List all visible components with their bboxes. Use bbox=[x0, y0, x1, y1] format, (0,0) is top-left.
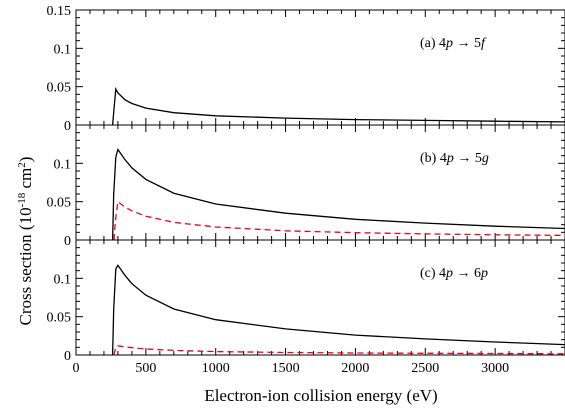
y-tick-label: 0.1 bbox=[54, 42, 72, 57]
y-tick-label: 0.1 bbox=[54, 272, 72, 287]
y-axis-title-unit-exponent: 2 bbox=[16, 162, 28, 168]
panel-label-part: (b) 4 bbox=[420, 151, 447, 166]
chart-panel: 0 0.05 0.1 (b) 4p → 5g bbox=[47, 124, 565, 249]
series-line-solid bbox=[111, 264, 565, 356]
x-axis-title: Electron-ion collision energy (eV) bbox=[204, 386, 437, 405]
chart-panel: 00.050.1 (c) 4p → 6p bbox=[47, 239, 565, 364]
panel-label-part: 6 bbox=[474, 266, 481, 281]
panel-label-part: 5 bbox=[474, 36, 481, 51]
panel-label-part: 5 bbox=[475, 151, 482, 166]
y-tick-label: 0.05 bbox=[47, 196, 72, 211]
y-tick-label: 0 bbox=[64, 234, 71, 249]
x-tick-label: 1000 bbox=[202, 361, 230, 376]
y-axis-title-exponent: -18 bbox=[16, 192, 28, 207]
y-tick-label: 0.05 bbox=[47, 311, 72, 326]
panel-frame bbox=[75, 124, 565, 241]
series-line-dashed bbox=[113, 200, 565, 241]
x-tick-label: 500 bbox=[135, 361, 156, 376]
series-line-solid bbox=[111, 147, 565, 241]
series-line-dashed bbox=[113, 345, 565, 356]
panel-label-part: p bbox=[445, 266, 453, 281]
y-tick-label: 0.05 bbox=[47, 81, 72, 96]
panel-label-part: p bbox=[446, 151, 454, 166]
panel-label-part: (c) 4 bbox=[420, 266, 446, 281]
panel-frame bbox=[75, 9, 565, 126]
y-tick-label: 0.1 bbox=[54, 157, 72, 172]
panel-label-part: f bbox=[481, 36, 487, 51]
panel-label: (c) 4p → 6p bbox=[420, 266, 488, 281]
chart-panel: 0 0.05 0.1 0.15 (a) 4p → 5f bbox=[47, 4, 565, 134]
panel-label-part: g bbox=[482, 151, 489, 166]
x-tick-label: 1500 bbox=[272, 361, 300, 376]
y-axis-title-close: ) bbox=[16, 157, 35, 163]
x-tick-label: 0 bbox=[73, 361, 80, 376]
panel-label: (a) 4p → 5f bbox=[420, 36, 487, 51]
panel-label-part: p bbox=[480, 266, 488, 281]
y-tick-label: 0.15 bbox=[47, 4, 72, 19]
x-axis: 0 500 1000 1500 2000 2500 3000 bbox=[73, 361, 510, 376]
panel-label-part: p bbox=[445, 36, 453, 51]
y-tick-label: 0 bbox=[64, 119, 71, 134]
panel-label-part: → bbox=[453, 36, 474, 51]
x-tick-label: 2000 bbox=[341, 361, 369, 376]
x-tick-label: 2500 bbox=[411, 361, 439, 376]
y-tick-label: 0 bbox=[64, 349, 71, 364]
y-axis-title: Cross section (10-18 cm2) bbox=[16, 157, 35, 326]
y-axis-title-unit: cm bbox=[16, 168, 35, 193]
panel-frame bbox=[75, 239, 565, 356]
panel-label-part: (a) 4 bbox=[420, 36, 446, 51]
panel-label: (b) 4p → 5g bbox=[420, 151, 489, 166]
panel-label-part: → bbox=[454, 151, 475, 166]
x-tick-label: 3000 bbox=[481, 361, 509, 376]
series-line-solid bbox=[111, 86, 565, 126]
panel-label-part: → bbox=[453, 266, 474, 281]
y-axis-title-main: Cross section (10 bbox=[16, 207, 35, 325]
